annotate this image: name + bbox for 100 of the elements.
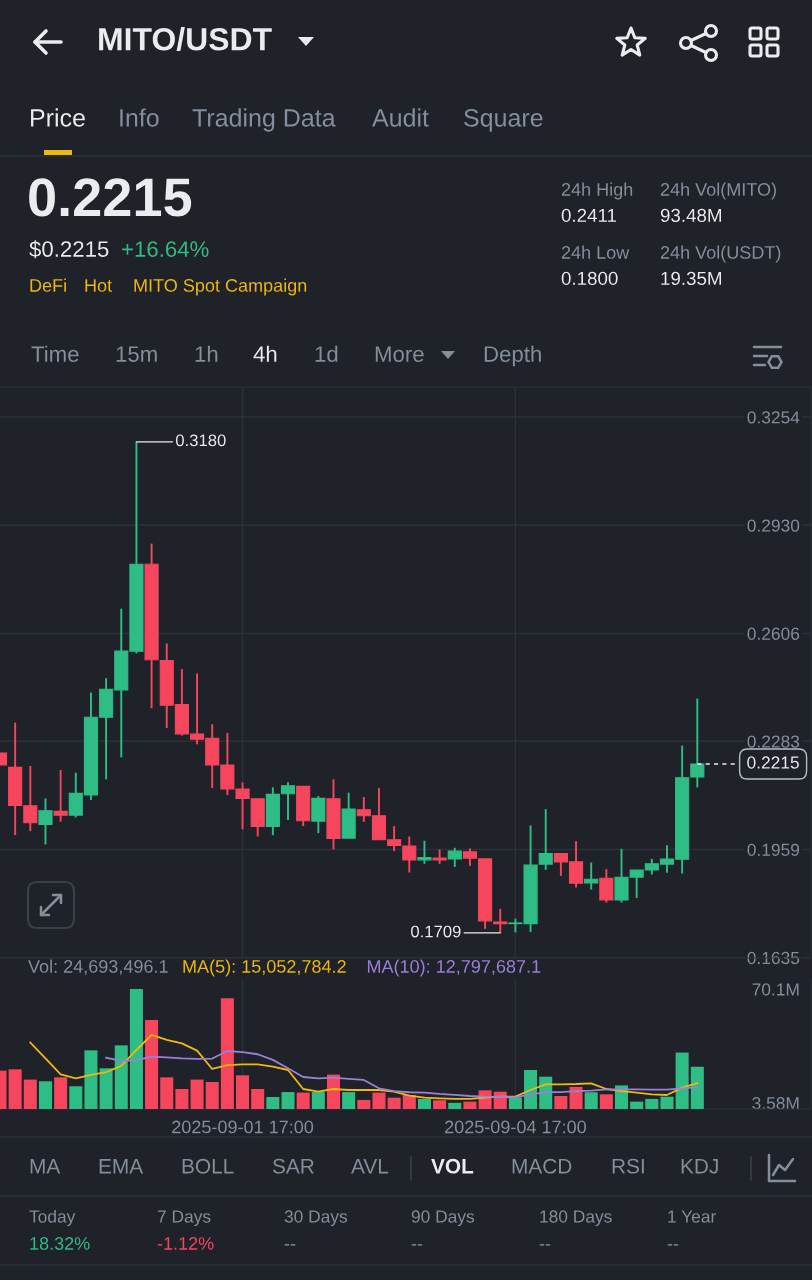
bar [448,1102,462,1109]
bar [236,1075,250,1109]
bar [69,1086,83,1109]
text: Square [464,109,543,132]
bar [690,1066,704,1109]
bar [281,1092,295,1109]
text: 1d [315,345,338,362]
chart-title: MITO/USDT [99,27,272,51]
text: Price [31,108,85,127]
text: 0.1800 [561,271,618,286]
text: 19.35M [661,271,721,286]
text: -1.12% [157,1237,214,1250]
bar [402,1094,416,1109]
text: More [375,346,424,362]
bar [372,1092,386,1109]
text: 24h Low [561,245,630,259]
text: MACD [512,1158,572,1174]
text: VOL [431,1158,474,1174]
text: Hot [85,279,112,292]
text: Info [120,108,159,127]
bar [630,1101,644,1109]
bar [660,1096,674,1109]
text: 24h Vol(USDT) [660,245,781,263]
text: DeFi [30,278,66,292]
bar [99,1068,113,1109]
bar [311,1092,325,1109]
text: 18.32% [30,1237,90,1250]
text: 15m [116,346,157,362]
text: 30 Days [284,1210,348,1227]
text: Today [29,1209,76,1227]
annotation: 0.1709 [411,925,461,938]
text: 7 Days [157,1210,211,1227]
text: SAR [272,1158,314,1174]
candlestick [599,868,614,904]
text: +16.64% [122,241,209,257]
bar [584,1092,598,1109]
line-series [29,1034,699,1100]
text: $0.2215 [29,240,109,259]
y-tick-label: 70.1M [752,983,799,996]
text: Depth [484,345,541,367]
bar [251,1088,265,1109]
candlestick [538,808,553,871]
bar [175,1088,189,1109]
bar [145,1019,159,1109]
bar [342,1092,356,1109]
ref-line-label: 0.2215 [747,756,799,769]
y-tick-label: 0.1635 [747,951,800,965]
bar [129,989,143,1109]
text: 4h [253,345,277,362]
text: 24h Vol(MITO) [660,182,776,200]
text: -- [539,1244,551,1246]
text: KDJ [681,1159,718,1174]
bar [84,1050,98,1109]
text: Time [31,345,79,362]
candlestick [53,769,68,823]
bar [554,1096,568,1109]
bar [524,1070,538,1109]
bar [599,1094,613,1109]
text: RSI [612,1158,644,1174]
x-tick-label: 2025-09-01 17:00 [172,1120,314,1134]
bar [205,1081,219,1109]
text: Vol: 24,693,496.1 [28,959,168,975]
text: 0.2215 [29,178,192,217]
line-series [105,1050,699,1099]
candlestick [417,839,432,865]
text: MA [30,1159,61,1174]
bar [23,1079,37,1109]
bar [296,1092,310,1109]
candlestick [311,795,326,835]
text: Trading Data [192,108,336,132]
text: -- [667,1244,679,1246]
y-tick-label: 3.58M [752,1097,799,1110]
bar [417,1098,431,1109]
text: 93.48M [660,208,721,223]
text: 1h [195,345,218,362]
text: -- [284,1244,296,1246]
y-tick-label: 0.2283 [747,735,800,748]
y-tick-label: 0.1959 [747,843,800,856]
text: EMA [99,1159,144,1174]
bar [463,1101,477,1109]
text: MA(5): 15,052,784.2 [183,959,346,977]
bar [54,1077,68,1109]
x-tick-label: 2025-09-04 17:00 [445,1120,586,1134]
bar [190,1079,204,1109]
text: 90 Days [411,1210,475,1227]
text: 1 Year [668,1210,716,1223]
bar [508,1097,522,1109]
bar [266,1097,280,1109]
text: -- [411,1244,423,1246]
text: AVL [351,1159,389,1174]
candlestick [280,781,296,822]
candlestick [447,846,462,868]
bar [569,1086,583,1109]
annotation: 0.3180 [175,434,226,447]
text: MITO Spot Campaign [134,278,307,296]
bar [387,1097,401,1109]
bar [357,1099,371,1109]
bar [160,1077,174,1109]
bar [645,1098,659,1109]
candlestick [38,797,53,846]
